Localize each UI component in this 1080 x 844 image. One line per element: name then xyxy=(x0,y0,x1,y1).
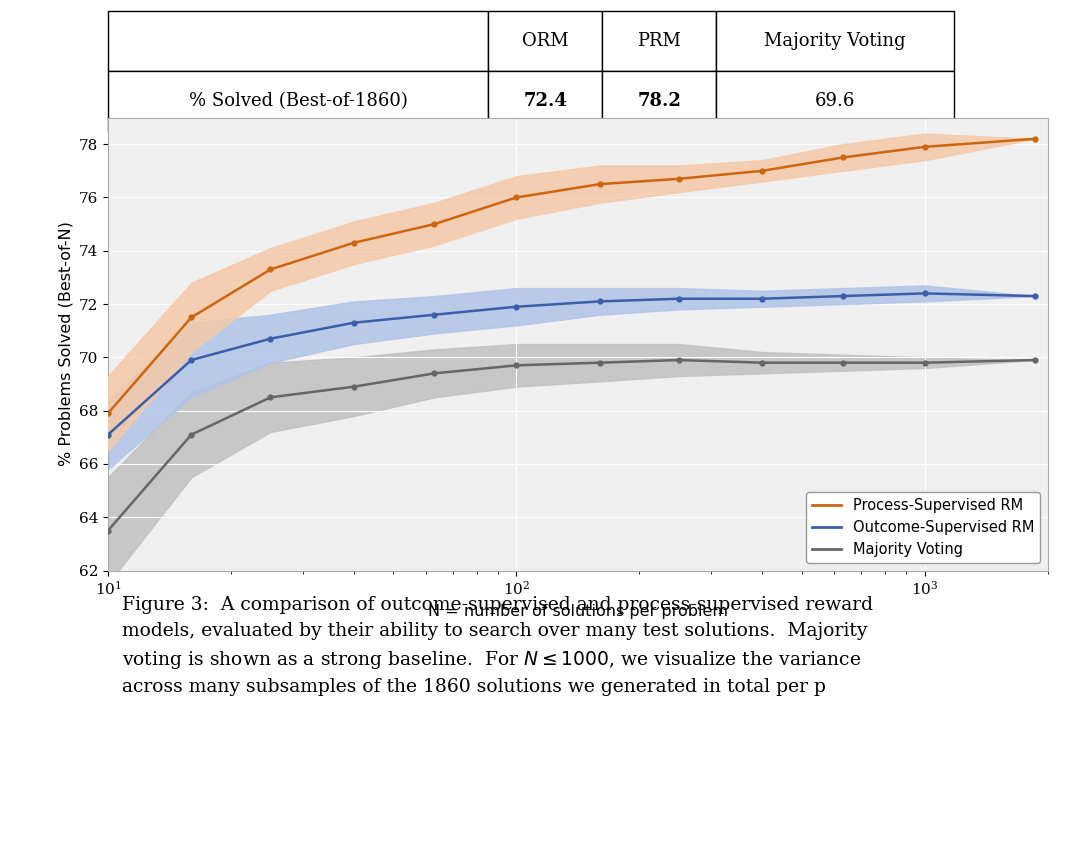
Legend: Process-Supervised RM, Outcome-Supervised RM, Majority Voting: Process-Supervised RM, Outcome-Supervise… xyxy=(807,492,1040,563)
Y-axis label: % Problems Solved (Best-of-N): % Problems Solved (Best-of-N) xyxy=(58,222,73,467)
Text: Figure 3:  A comparison of outcome-supervised and process-supervised reward
mode: Figure 3: A comparison of outcome-superv… xyxy=(122,596,873,696)
X-axis label: N = number of solutions per problem: N = number of solutions per problem xyxy=(428,603,728,619)
